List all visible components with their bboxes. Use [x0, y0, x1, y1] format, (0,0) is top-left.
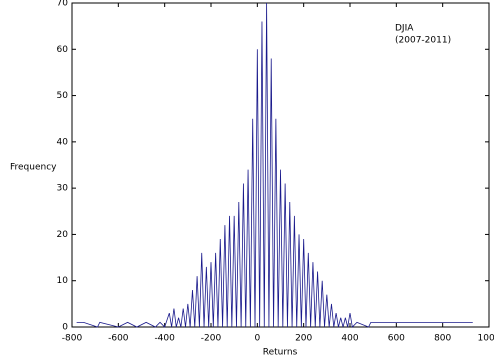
x-tick-label: -600 [108, 334, 129, 344]
x-tick-label: -800 [62, 334, 83, 344]
y-tick-label: 20 [57, 230, 69, 240]
y-tick-label: 50 [57, 91, 69, 101]
y-tick-label: 0 [62, 323, 68, 333]
y-tick-label: 70 [57, 0, 69, 9]
x-tick-label: 600 [388, 334, 405, 344]
x-tick-label: -200 [201, 334, 222, 344]
x-tick-label: 400 [341, 334, 358, 344]
y-axis-label: Frequency [10, 163, 57, 173]
y-tick-label: 40 [57, 137, 69, 147]
x-tick-label: 1000 [478, 334, 494, 344]
data-line [76, 2, 473, 328]
y-tick-label: 30 [57, 184, 69, 194]
y-tick-label: 10 [57, 276, 69, 286]
x-tick-label: -400 [154, 334, 175, 344]
annotation: DJIA [395, 24, 414, 34]
x-tick-label: 800 [434, 334, 451, 344]
x-tick-label: 0 [254, 334, 260, 344]
x-tick-label: 200 [295, 334, 312, 344]
annotation: (2007-2011) [395, 36, 451, 46]
x-axis-label: Returns [263, 348, 298, 358]
y-tick-label: 60 [57, 45, 69, 55]
plot-frame [71, 2, 490, 328]
